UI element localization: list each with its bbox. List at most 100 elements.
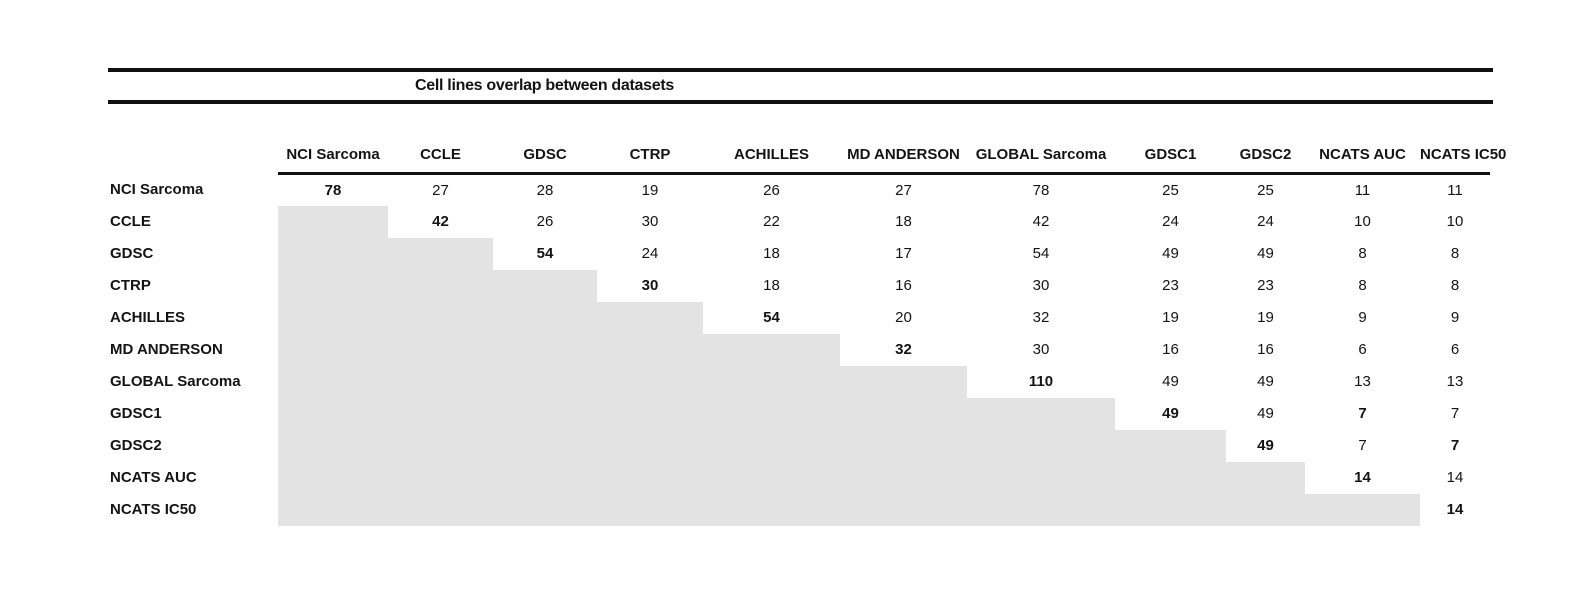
- shaded-cell: [703, 365, 840, 398]
- shaded-cell: [597, 461, 703, 494]
- overlap-cell-gdsc-x-ncats-auc: 8: [1358, 245, 1367, 262]
- column-header-gdsc2: GDSC2: [1226, 136, 1305, 175]
- shaded-cell: [493, 493, 597, 526]
- shaded-cell: [597, 333, 703, 366]
- overlap-cell-ccle-x-global-sarcoma: 42: [1032, 213, 1050, 230]
- overlap-cell-nci-sarcoma-x-nci-sarcoma: 78: [324, 181, 342, 199]
- overlap-cell-ctrp-x-gdsc1: 23: [1162, 277, 1179, 294]
- overlap-cell-md-anderson-x-global-sarcoma: 30: [1032, 341, 1050, 358]
- matrix-body: NCI Sarcoma 78 27 28 19 26 27 78 25 25 11 11 CCLE 42 2…: [108, 174, 1490, 526]
- overlap-cell-achilles-x-global-sarcoma: 32: [1032, 309, 1050, 326]
- overlap-cell-nci-sarcoma-x-ctrp: 19: [641, 181, 659, 199]
- row-label-ncats-auc: NCATS AUC: [110, 469, 197, 486]
- overlap-cell-nci-sarcoma-x-md-anderson: 27: [895, 181, 912, 199]
- shaded-cell: [278, 269, 388, 302]
- column-header-ncats-ic50: NCATS IC50: [1420, 136, 1506, 175]
- overlap-cell-ncats-ic50-x-ncats-ic50: 14: [1446, 501, 1464, 518]
- overlap-cell-nci-sarcoma-x-gdsc2: 25: [1257, 181, 1274, 199]
- shaded-cell: [493, 429, 597, 462]
- overlap-cell-gdsc-x-ncats-ic50: 8: [1450, 245, 1460, 262]
- overlap-cell-ccle-x-gdsc1: 24: [1162, 213, 1179, 230]
- overlap-cell-gdsc-x-gdsc1: 49: [1162, 245, 1179, 262]
- shaded-cell: [388, 333, 493, 366]
- overlap-cell-ctrp-x-ncats-auc: 8: [1358, 277, 1367, 294]
- shaded-cell: [493, 461, 597, 494]
- overlap-cell-global-sarcoma-x-ncats-auc: 13: [1354, 373, 1371, 390]
- overlap-cell-achilles-x-ncats-ic50: 9: [1450, 309, 1460, 326]
- header-row: NCI Sarcoma CCLE GDSC CTRP ACHILLES MD ANDERS…: [108, 136, 1506, 175]
- row-label-ctrp: CTRP: [110, 277, 151, 294]
- shaded-cell: [1305, 493, 1420, 526]
- shaded-cell: [493, 301, 597, 334]
- table-row-gdsc1: GDSC1 49 49 7 7: [108, 397, 1490, 430]
- overlap-matrix-table: NCI Sarcoma CCLE GDSC CTRP ACHILLES MD ANDERS…: [108, 136, 1506, 526]
- table-row-ctrp: CTRP 30 18 16 30 23 23 8 8: [108, 269, 1490, 302]
- shaded-cell: [388, 429, 493, 462]
- overlap-cell-gdsc1-x-gdsc1: 49: [1162, 405, 1179, 422]
- overlap-cell-ccle-x-md-anderson: 18: [895, 213, 912, 230]
- shaded-cell: [388, 269, 493, 302]
- overlap-cell-gdsc1-x-ncats-auc: 7: [1358, 405, 1367, 422]
- overlap-cell-md-anderson-x-gdsc2: 16: [1257, 341, 1274, 358]
- overlap-cell-gdsc2-x-ncats-auc: 7: [1358, 437, 1367, 454]
- shaded-cell: [278, 461, 388, 494]
- shaded-cell: [840, 365, 967, 398]
- overlap-cell-ctrp-x-global-sarcoma: 30: [1032, 277, 1050, 294]
- overlap-cell-nci-sarcoma-x-ccle: 27: [432, 181, 449, 199]
- table-row-global-sarcoma: GLOBAL Sarcoma 110 49 49 13 13: [108, 365, 1490, 398]
- overlap-cell-ctrp-x-md-anderson: 16: [895, 277, 912, 294]
- shaded-cell: [703, 429, 840, 462]
- row-label-gdsc1: GDSC1: [110, 405, 162, 422]
- overlap-cell-nci-sarcoma-x-ncats-ic50: 11: [1447, 181, 1463, 199]
- shaded-cell: [493, 365, 597, 398]
- table-title: Cell lines overlap between datasets: [415, 77, 674, 94]
- overlap-cell-nci-sarcoma-x-gdsc1: 25: [1162, 181, 1179, 199]
- shaded-cell: [278, 301, 388, 334]
- overlap-cell-ccle-x-ncats-auc: 10: [1354, 213, 1371, 230]
- row-label-ncats-ic50: NCATS IC50: [110, 501, 197, 518]
- overlap-cell-ccle-x-ctrp: 30: [641, 213, 659, 230]
- shaded-cell: [388, 461, 493, 494]
- overlap-cell-achilles-x-gdsc1: 19: [1162, 309, 1179, 326]
- shaded-cell: [703, 397, 840, 430]
- shaded-cell: [840, 397, 967, 430]
- shaded-cell: [597, 301, 703, 334]
- column-header-gdsc: GDSC: [493, 136, 597, 175]
- shaded-cell: [278, 205, 388, 238]
- column-header-global-sarcoma: GLOBAL Sarcoma: [967, 136, 1115, 175]
- column-header-ncats-auc: NCATS AUC: [1305, 136, 1420, 175]
- table-row-ncats-ic50: NCATS IC50 14: [108, 493, 1490, 526]
- shaded-cell: [703, 333, 840, 366]
- shaded-cell: [278, 365, 388, 398]
- shaded-cell: [1226, 493, 1305, 526]
- overlap-cell-global-sarcoma-x-gdsc2: 49: [1257, 373, 1274, 390]
- row-label-ccle: CCLE: [110, 213, 151, 230]
- shaded-cell: [278, 333, 388, 366]
- shaded-cell: [278, 493, 388, 526]
- overlap-cell-gdsc1-x-gdsc2: 49: [1257, 405, 1274, 422]
- shaded-cell: [840, 461, 967, 494]
- row-label-nci-sarcoma: NCI Sarcoma: [110, 181, 204, 198]
- shaded-cell: [388, 237, 493, 270]
- row-label-gdsc: GDSC: [110, 245, 154, 262]
- table-row-nci-sarcoma: NCI Sarcoma 78 27 28 19 26 27 78 25 25 11 11: [108, 174, 1490, 206]
- shaded-cell: [597, 397, 703, 430]
- overlap-cell-global-sarcoma-x-gdsc1: 49: [1162, 373, 1179, 390]
- overlap-cell-gdsc-x-ctrp: 24: [641, 245, 659, 262]
- overlap-cell-gdsc-x-global-sarcoma: 54: [1032, 245, 1050, 262]
- row-label-gdsc2: GDSC2: [110, 437, 162, 454]
- shaded-cell: [278, 397, 388, 430]
- table-title-band: Cell lines overlap between datasets: [108, 68, 1493, 104]
- shaded-cell: [388, 493, 493, 526]
- shaded-cell: [278, 237, 388, 270]
- overlap-cell-ccle-x-achilles: 22: [763, 213, 780, 230]
- shaded-cell: [597, 365, 703, 398]
- shaded-cell: [597, 429, 703, 462]
- overlap-cell-gdsc2-x-ncats-ic50: 7: [1450, 437, 1460, 454]
- shaded-cell: [840, 493, 967, 526]
- shaded-cell: [388, 365, 493, 398]
- shaded-cell: [967, 429, 1115, 462]
- column-header-nci-sarcoma: NCI Sarcoma: [278, 136, 388, 175]
- overlap-cell-ncats-auc-x-ncats-ic50: 14: [1446, 469, 1464, 486]
- column-header-gdsc1: GDSC1: [1115, 136, 1226, 175]
